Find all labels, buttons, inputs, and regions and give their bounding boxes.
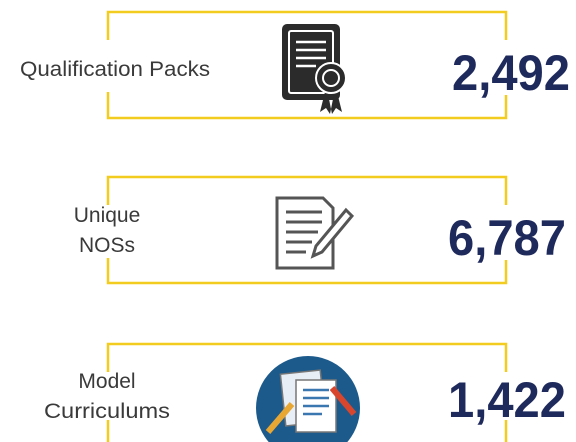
label: NOSs [79, 234, 135, 257]
document-icon [275, 196, 355, 270]
stat-value: 2,492 [452, 45, 570, 101]
label: Qualification Packs [20, 58, 210, 81]
label: Unique [74, 204, 141, 227]
stat-value: 6,787 [448, 210, 566, 266]
frame [106, 10, 508, 442]
label: Model [78, 370, 135, 393]
curriculum-icon [256, 356, 360, 442]
certificate-icon [282, 24, 347, 114]
label: Curriculums [44, 400, 170, 423]
stat-value: 1,422 [448, 372, 566, 428]
